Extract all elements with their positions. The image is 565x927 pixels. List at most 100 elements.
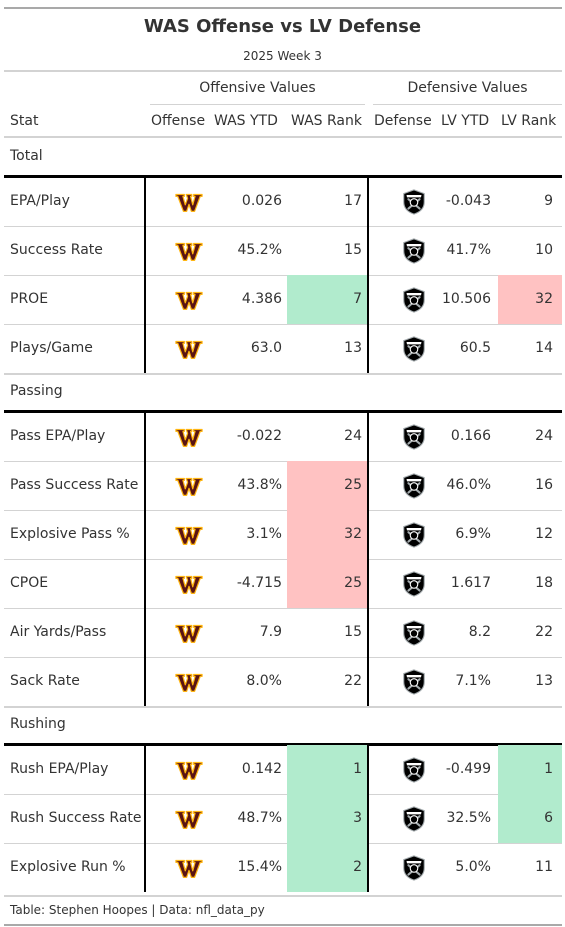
row-divider (4, 657, 562, 658)
was-rank-value: 1 (353, 761, 362, 777)
was-rank-value: 25 (344, 575, 362, 591)
lv-ytd-value: 10.506 (442, 291, 491, 307)
lv-ytd-value: 41.7% (446, 242, 491, 258)
body-bottom-border (4, 895, 562, 897)
col-header-offense: Offense (151, 113, 206, 129)
lv-rank-value: 13 (535, 673, 553, 689)
was-ytd-value: 0.026 (241, 193, 282, 209)
offense-column-divider (144, 177, 146, 373)
raiders-logo-icon (400, 461, 432, 510)
stat-label: Rush Success Rate (10, 810, 142, 826)
lv-rank-highlight (498, 745, 562, 794)
lv-ytd-value: 46.0% (446, 477, 491, 493)
bottom-border (4, 924, 562, 926)
lv-rank-highlight (498, 275, 562, 324)
was-ytd-value: 63.0 (250, 340, 282, 356)
row-divider (4, 510, 562, 511)
was-rank-value: 7 (353, 291, 362, 307)
raiders-logo-icon (400, 745, 432, 794)
col-header-defense: Defense (374, 113, 432, 129)
raiders-logo-icon (400, 324, 432, 373)
commanders-logo-icon (175, 324, 207, 373)
group-label: Passing (10, 383, 63, 399)
was-rank-highlight (287, 745, 368, 794)
commanders-logo-icon (175, 177, 207, 226)
was-rank-value: 25 (344, 477, 362, 493)
stat-label: Pass EPA/Play (10, 428, 106, 444)
was-rank-highlight (287, 275, 368, 324)
row-divider (4, 226, 562, 227)
lv-rank-value: 16 (535, 477, 553, 493)
table-row: EPA/Play 0.026 17 -0.043 9 (4, 177, 562, 226)
column-header-divider (4, 136, 562, 138)
table-row: Pass Success Rate 43.8% 25 46.0% 16 (4, 461, 562, 510)
lv-rank-value: 6 (544, 810, 553, 826)
table-title: WAS Offense vs LV Defense (143, 16, 422, 37)
was-rank-value: 24 (344, 428, 362, 444)
was-ytd-value: 0.142 (241, 761, 282, 777)
lv-rank-value: 9 (544, 193, 553, 209)
was-ytd-value: -0.022 (236, 428, 282, 444)
lv-rank-value: 18 (535, 575, 553, 591)
stat-label: Pass Success Rate (10, 477, 139, 493)
was-rank-highlight (287, 843, 368, 892)
spanner-offensive: Offensive Values (199, 80, 316, 96)
table-subtitle: 2025 Week 3 (243, 49, 322, 63)
was-ytd-value: 4.386 (241, 291, 282, 307)
row-divider (4, 324, 562, 325)
was-ytd-value: 48.7% (237, 810, 282, 826)
lv-rank-value: 24 (535, 428, 553, 444)
raiders-logo-icon (400, 559, 432, 608)
row-divider (4, 843, 562, 844)
row-divider (4, 461, 562, 462)
row-divider (4, 608, 562, 609)
stat-label: Air Yards/Pass (10, 624, 107, 640)
commanders-logo-icon (175, 657, 207, 706)
commanders-logo-icon (175, 843, 207, 892)
lv-ytd-value: 7.1% (455, 673, 491, 689)
raiders-logo-icon (400, 510, 432, 559)
stat-label: Plays/Game (10, 340, 93, 356)
was-rank-value: 3 (353, 810, 362, 826)
lv-ytd-value: 60.5 (459, 340, 491, 356)
commanders-logo-icon (175, 745, 207, 794)
group-divider (4, 743, 562, 746)
lv-rank-value: 1 (544, 761, 553, 777)
raiders-logo-icon (400, 794, 432, 843)
stat-label: Explosive Run % (10, 859, 126, 875)
raiders-logo-icon (400, 843, 432, 892)
commanders-logo-icon (175, 275, 207, 324)
was-ytd-value: 43.8% (237, 477, 282, 493)
stat-label: Success Rate (10, 242, 103, 258)
table-row: PROE 4.386 7 10.506 32 (4, 275, 562, 324)
table-row: Success Rate 45.2% 15 41.7% 10 (4, 226, 562, 275)
table-row: Explosive Pass % 3.1% 32 6.9% 12 (4, 510, 562, 559)
stat-label: Rush EPA/Play (10, 761, 109, 777)
lv-ytd-value: -0.499 (445, 761, 491, 777)
group-divider (4, 410, 562, 413)
raiders-logo-icon (400, 177, 432, 226)
was-ytd-value: 7.9 (259, 624, 282, 640)
was-rank-value: 13 (344, 340, 362, 356)
col-header-lv-ytd: LV YTD (441, 113, 490, 129)
group-end-divider (4, 706, 562, 708)
raiders-logo-icon (400, 608, 432, 657)
was-ytd-value: 15.4% (237, 859, 282, 875)
col-header-stat: Stat (10, 113, 39, 129)
table-row: Explosive Run % 15.4% 2 5.0% 11 (4, 843, 562, 892)
was-ytd-value: 8.0% (246, 673, 282, 689)
lv-ytd-value: 1.617 (450, 575, 491, 591)
offense-column-divider (144, 745, 146, 892)
was-ytd-value: 3.1% (246, 526, 282, 542)
was-rank-value: 2 (353, 859, 362, 875)
was-rank-highlight (287, 461, 368, 510)
was-rank-highlight (287, 559, 368, 608)
lv-ytd-value: 6.9% (455, 526, 491, 542)
lv-rank-highlight (498, 794, 562, 843)
commanders-logo-icon (175, 608, 207, 657)
offense-column-divider (144, 412, 146, 706)
raiders-logo-icon (400, 412, 432, 461)
spanner-defensive-underline (373, 104, 562, 105)
row-divider (4, 275, 562, 276)
